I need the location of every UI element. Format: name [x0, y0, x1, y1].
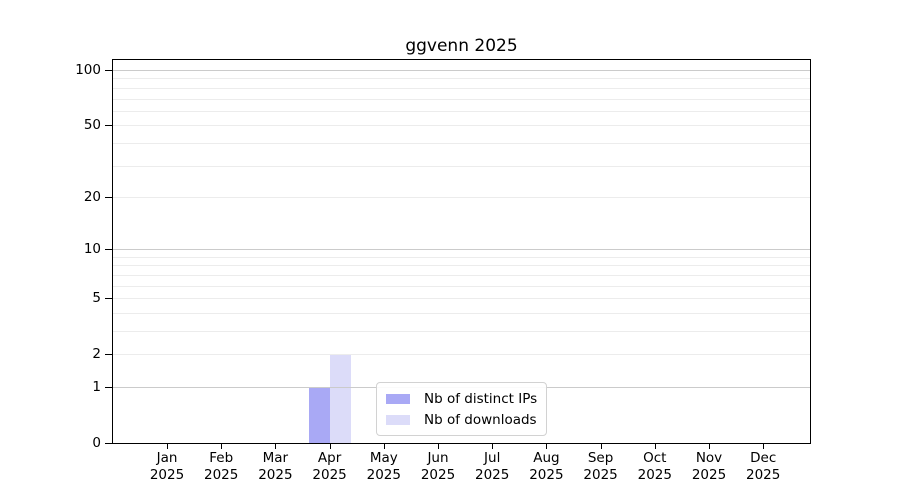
- x-tick-year: 2025: [366, 467, 401, 483]
- legend-label-distinct-ips: Nb of distinct IPs: [424, 390, 538, 407]
- y-tick-mark: [105, 196, 112, 198]
- x-tick-month: Feb: [209, 450, 234, 466]
- x-tick-month: May: [369, 450, 398, 466]
- bar-downloads: [329, 354, 351, 443]
- gridline-major: [113, 70, 810, 71]
- y-tick-label: 50: [83, 117, 101, 134]
- y-tick-label: 10: [83, 241, 101, 258]
- y-tick-mark: [105, 249, 112, 251]
- gridline-minor: [113, 142, 810, 144]
- x-tick-month: Jun: [427, 450, 449, 466]
- x-tick-year: 2025: [149, 467, 185, 483]
- plot-area: 0 1 2 5 10 20 50 100 Jan 2025 Feb 2025 Mar 2025 Apr 202…: [75, 59, 811, 483]
- x-tick-month: Aug: [533, 450, 560, 466]
- y-tick-mark: [105, 387, 112, 388]
- x-tick-year: 2025: [746, 467, 781, 483]
- y-tick-label: 1: [92, 379, 101, 395]
- x-tick-label: Aug 2025: [501, 450, 591, 484]
- y-tick-label: 20: [83, 188, 101, 205]
- x-tick-mark: [546, 443, 548, 449]
- chart-title: ggvenn 2025: [405, 36, 518, 56]
- x-tick-label: Nov 2025: [664, 450, 754, 484]
- y-tick-mark: [105, 443, 112, 444]
- x-tick-label: Jul 2025: [447, 450, 537, 484]
- x-tick-label: Jun 2025: [393, 450, 483, 484]
- x-tick-mark: [709, 443, 710, 449]
- x-tick-label: May 2025: [339, 450, 429, 484]
- x-tick-year: 2025: [529, 467, 564, 483]
- x-tick-mark: [167, 443, 168, 449]
- x-tick-label: Feb 2025: [176, 450, 266, 484]
- x-tick-year: 2025: [691, 467, 727, 483]
- x-tick-year: 2025: [420, 467, 456, 483]
- gridline-minor: [113, 110, 810, 112]
- x-tick-year: 2025: [583, 467, 618, 483]
- x-tick-month: Jan: [156, 450, 178, 466]
- x-tick-mark: [600, 443, 602, 449]
- x-tick-mark: [438, 443, 439, 449]
- x-tick-year: 2025: [204, 467, 239, 483]
- legend-swatch-downloads-icon: [386, 414, 410, 425]
- x-tick-month: Nov: [695, 450, 723, 466]
- x-tick-mark: [654, 443, 656, 449]
- gridline-minor: [113, 265, 810, 267]
- legend-swatch-distinct-ips-icon: [386, 393, 410, 404]
- x-tick-label: Jan 2025: [122, 450, 212, 484]
- gridline-minor: [113, 331, 810, 332]
- y-tick-label: 2: [92, 346, 101, 363]
- gridline-major: [113, 249, 810, 251]
- y-tick-mark: [105, 70, 112, 71]
- x-tick-mark: [763, 443, 765, 449]
- x-tick-year: 2025: [312, 467, 347, 483]
- gridline-minor: [113, 78, 810, 80]
- x-tick-label: Mar 2025: [230, 450, 320, 484]
- legend-label-downloads: Nb of downloads: [424, 411, 537, 428]
- gridline-minor: [113, 256, 810, 258]
- x-tick-label: Oct 2025: [610, 450, 700, 484]
- gridline-minor: [113, 165, 810, 167]
- x-tick-label: Apr 2025: [285, 450, 375, 484]
- y-tick-mark: [105, 125, 112, 127]
- gridline-minor: [113, 125, 810, 127]
- x-tick-month: Jul: [484, 450, 501, 466]
- gridline-minor: [113, 298, 810, 300]
- x-tick-year: 2025: [258, 467, 293, 483]
- x-tick-label: Sep 2025: [556, 450, 646, 484]
- y-tick-mark: [105, 354, 112, 356]
- x-tick-month: Apr: [317, 450, 342, 466]
- y-tick-label: 5: [92, 290, 101, 307]
- gridline-minor: [113, 196, 810, 198]
- x-tick-year: 2025: [637, 467, 672, 483]
- x-tick-year: 2025: [475, 467, 510, 483]
- legend-row-downloads: Nb of downloads: [386, 409, 537, 430]
- gridline-minor: [113, 285, 810, 287]
- x-tick-month: Sep: [587, 450, 614, 466]
- gridline-minor: [113, 87, 810, 89]
- x-tick-label: Dec 2025: [718, 450, 808, 484]
- gridline-minor: [113, 98, 810, 100]
- x-tick-mark: [383, 443, 385, 449]
- x-tick-mark: [329, 443, 331, 449]
- gridline-minor: [113, 274, 810, 276]
- gridline-minor: [113, 354, 810, 356]
- legend-row-distinct-ips: Nb of distinct IPs: [386, 388, 537, 409]
- y-tick-mark: [105, 298, 112, 300]
- gridline-minor: [113, 312, 810, 314]
- x-tick-month: Mar: [262, 450, 289, 466]
- x-tick-month: Oct: [643, 450, 667, 466]
- x-tick-mark: [492, 443, 494, 449]
- bar-distinct-ips: [308, 387, 330, 443]
- x-tick-month: Dec: [750, 450, 777, 466]
- x-tick-mark: [275, 443, 277, 449]
- x-tick-mark: [221, 443, 223, 449]
- legend: Nb of distinct IPs Nb of downloads: [376, 382, 548, 436]
- y-tick-label: 0: [92, 435, 101, 451]
- y-tick-label: 100: [75, 62, 101, 78]
